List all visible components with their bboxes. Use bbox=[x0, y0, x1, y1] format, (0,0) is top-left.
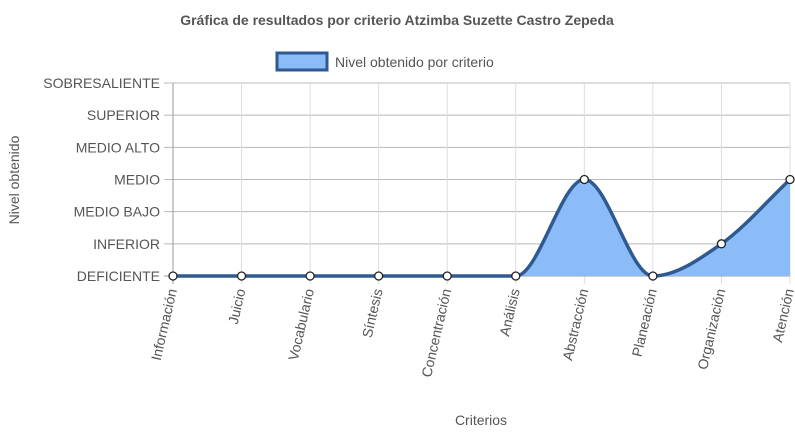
series-line bbox=[173, 177, 792, 278]
x-tick-label: Análisis bbox=[496, 287, 522, 338]
plot-area bbox=[173, 177, 792, 278]
data-point-8[interactable] bbox=[716, 239, 727, 249]
y-tick-label: INFERIOR bbox=[93, 236, 160, 252]
legend[interactable]: Nivel obtenido por criterio bbox=[275, 51, 494, 72]
x-tick-label: Abstracción bbox=[559, 287, 591, 362]
x-tick-label: Organización bbox=[694, 287, 728, 371]
data-point-6[interactable] bbox=[579, 174, 589, 185]
y-axis-title: Nivel obtenido bbox=[6, 135, 22, 224]
data-point-2[interactable] bbox=[305, 271, 315, 281]
x-tick-label: Concentración bbox=[418, 287, 454, 379]
x-axis-title: Criterios bbox=[455, 412, 507, 428]
data-point-1[interactable] bbox=[236, 271, 247, 281]
x-tick-label: Planeación bbox=[629, 287, 660, 358]
x-tick-label: Vocabulario bbox=[285, 287, 317, 362]
data-point-5[interactable] bbox=[511, 271, 521, 281]
legend-label: Nivel obtenido por criterio bbox=[335, 54, 494, 70]
y-tick-label: MEDIO ALTO bbox=[76, 139, 160, 155]
x-tick-label: Juicio bbox=[225, 287, 249, 326]
grid bbox=[164, 82, 791, 284]
y-tick-label: SOBRESALIENTE bbox=[43, 75, 160, 91]
data-point-4[interactable] bbox=[442, 271, 452, 281]
x-axis: Información Juicio Vocabulario Síntesis Conc… bbox=[148, 287, 795, 379]
x-tick-label: Síntesis bbox=[359, 287, 386, 339]
chart-title: Gráfica de resultados por criterio Atzim… bbox=[180, 12, 614, 28]
legend-swatch bbox=[275, 51, 329, 72]
x-tick-label: Información bbox=[148, 287, 180, 362]
y-axis: DEFICIENTE INFERIOR MEDIO BAJO MEDIO MEDIO A… bbox=[43, 75, 160, 284]
y-tick-label: MEDIO bbox=[114, 172, 160, 188]
y-tick-label: SUPERIOR bbox=[87, 107, 160, 123]
series-area-fill bbox=[173, 179, 790, 276]
data-point-9[interactable] bbox=[785, 174, 795, 185]
data-point-0[interactable] bbox=[168, 271, 178, 281]
data-points bbox=[168, 174, 795, 281]
y-tick-label: DEFICIENTE bbox=[77, 268, 160, 284]
data-point-7[interactable] bbox=[648, 271, 658, 281]
y-tick-label: MEDIO BAJO bbox=[74, 204, 160, 220]
data-point-3[interactable] bbox=[374, 271, 384, 281]
x-tick-label: Atención bbox=[769, 287, 795, 344]
